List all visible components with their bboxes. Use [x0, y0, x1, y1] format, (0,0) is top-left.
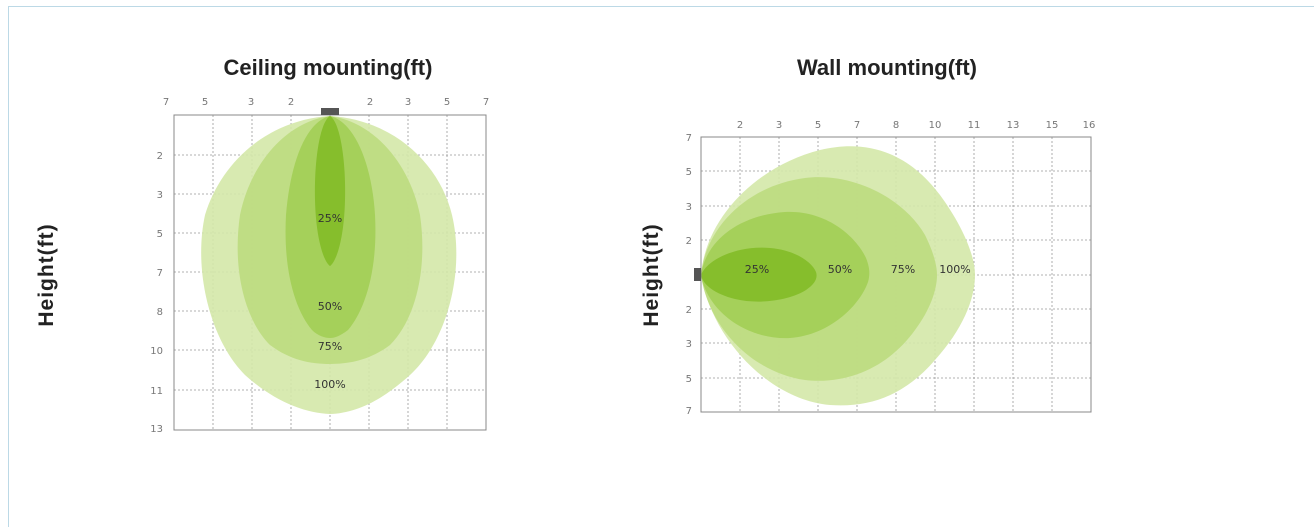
tick-label: 13 — [1007, 120, 1020, 131]
tick-label: 2 — [367, 97, 373, 108]
tick-label: 3 — [157, 190, 163, 201]
tick-label: 5 — [444, 97, 450, 108]
ceiling-label-75: 75% — [318, 340, 342, 353]
tick-label: 2 — [157, 151, 163, 162]
tick-label: 5 — [202, 97, 208, 108]
tick-label: 5 — [686, 167, 692, 178]
wall-y-label: Height(ft) — [640, 223, 663, 326]
tick-label: 16 — [1083, 120, 1096, 131]
wall-diagram: Wall mounting(ft) Height(ft) — [640, 55, 1095, 417]
diagrams-canvas: Ceiling mounting(ft) Height(ft) 7 — [35, 55, 1095, 435]
wall-label-75: 75% — [891, 263, 915, 276]
tick-label: 7 — [163, 97, 169, 108]
tick-label: 2 — [288, 97, 294, 108]
tick-label: 3 — [776, 120, 782, 131]
tick-label: 5 — [686, 374, 692, 385]
wall-title: Wall mounting(ft) — [797, 55, 977, 80]
tick-label: 7 — [854, 120, 860, 131]
wall-zone-25 — [701, 247, 817, 302]
tick-label: 5 — [815, 120, 821, 131]
wall-top-ticks: 2 3 5 7 8 10 11 13 15 16 — [737, 120, 1096, 131]
ceiling-label-25: 25% — [318, 212, 342, 225]
diagram-frame — [8, 6, 1314, 527]
tick-label: 11 — [968, 120, 981, 131]
tick-label: 3 — [248, 97, 254, 108]
tick-label: 2 — [737, 120, 743, 131]
wall-label-50: 50% — [828, 263, 852, 276]
wall-left-ticks: 7 5 3 2 2 3 5 7 — [686, 133, 692, 417]
tick-label: 13 — [150, 424, 163, 435]
tick-label: 2 — [686, 305, 692, 316]
tick-label: 3 — [686, 202, 692, 213]
tick-label: 3 — [686, 339, 692, 350]
tick-label: 15 — [1046, 120, 1059, 131]
ceiling-fixture-icon — [321, 108, 339, 115]
tick-label: 8 — [157, 307, 163, 318]
tick-label: 11 — [150, 386, 163, 397]
ceiling-label-50: 50% — [318, 300, 342, 313]
tick-label: 7 — [686, 406, 692, 417]
ceiling-zone-25 — [314, 116, 346, 266]
wall-label-100: 100% — [939, 263, 970, 276]
tick-label: 8 — [893, 120, 899, 131]
ceiling-diagram: Ceiling mounting(ft) Height(ft) 7 — [35, 55, 489, 435]
tick-label: 5 — [157, 229, 163, 240]
ceiling-top-ticks: 7 5 3 2 2 3 5 7 — [163, 97, 489, 108]
tick-label: 3 — [405, 97, 411, 108]
tick-label: 7 — [686, 133, 692, 144]
tick-label: 7 — [157, 268, 163, 279]
ceiling-title: Ceiling mounting(ft) — [224, 55, 433, 80]
tick-label: 7 — [483, 97, 489, 108]
ceiling-left-ticks: 2 3 5 7 8 10 11 13 — [150, 151, 163, 435]
ceiling-label-100: 100% — [314, 378, 345, 391]
ceiling-y-label: Height(ft) — [35, 223, 58, 326]
wall-fixture-icon — [694, 268, 701, 281]
wall-label-25: 25% — [745, 263, 769, 276]
tick-label: 2 — [686, 236, 692, 247]
tick-label: 10 — [150, 346, 163, 357]
tick-label: 10 — [929, 120, 942, 131]
